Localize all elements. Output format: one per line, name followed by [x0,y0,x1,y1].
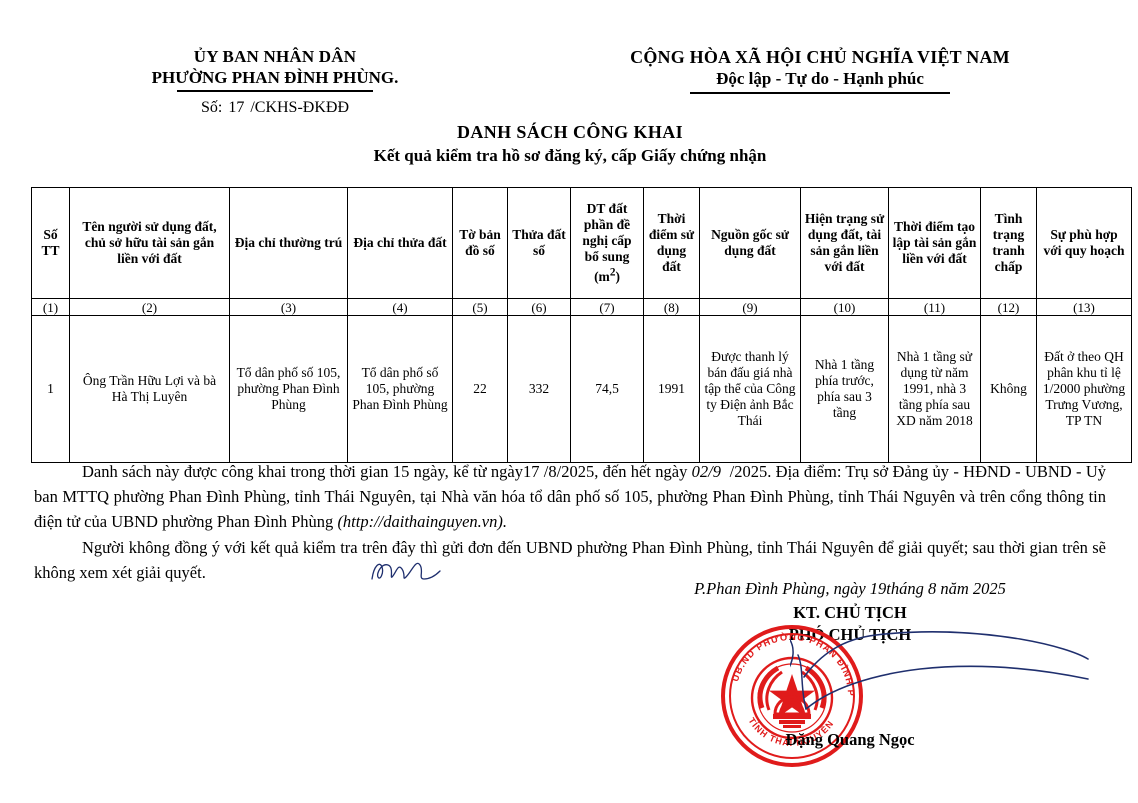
objection-paragraph: Người không đồng ý với kết quả kiểm tra … [34,535,1106,585]
national-heading-block: CỘNG HÒA XÃ HỘI CHỦ NGHĨA VIỆT NAM Độc l… [540,46,1100,94]
col-num-8: (8) [643,298,700,316]
disclosure-text-b: /8/2025, đến hết ngày [543,462,688,481]
page-title: DANH SÁCH CÔNG KHAI [456,122,684,142]
document-number-value: 17 [228,99,245,116]
col-num-11: (11) [888,298,981,316]
disclosure-text-c: /2025. Địa điểm: Trụ sở Đảng ủy - HĐND -… [34,462,1106,531]
authority-line-2-text: PHƯỜNG PHAN ĐÌNH PHÙNG. [151,68,399,87]
col-header-planning-conformity: Sự phù hợp với quy hoạch [1036,187,1132,299]
official-seal-icon: UB.ND PHƯỜNG PHAN ĐÌNH PHÙNG TỈNH THÁI N… [718,622,866,770]
cell-area-supplement: 74,5 [570,315,644,463]
disclosure-date-to: 02/9 [691,462,722,481]
signatory-name: Đặng Quang Ngọc [785,730,915,749]
issuing-authority-block: ỦY BAN NHÂN DÂN PHƯỜNG PHAN ĐÌNH PHÙNG. … [40,46,510,118]
document-number-suffix: /CKHS-ĐKĐĐ [250,99,349,116]
cell-dispute-status: Không [980,315,1037,463]
cell-stt: 1 [31,315,70,463]
col-header-landuser-name: Tên người sử dụng đất, chủ sở hữu tài sả… [69,187,230,299]
col-header-residence-address: Địa chỉ thường trú [229,187,348,299]
col-num-10: (10) [800,298,889,316]
col-num-12: (12) [980,298,1037,316]
inline-signature-mark [368,555,448,591]
public-list-table: Số TT Tên người sử dụng đất, chủ sở hữu … [31,187,1132,463]
objection-text: Người không đồng ý với kết quả kiểm tra … [34,538,1106,582]
col-num-2: (2) [69,298,230,316]
document-header: ỦY BAN NHÂN DÂN PHƯỜNG PHAN ĐÌNH PHÙNG. … [0,46,1138,156]
col-num-7: (7) [570,298,644,316]
col-header-current-status: Hiện trạng sử dụng đất, tài sản gắn liền… [800,187,889,299]
col-header-asset-created-time: Thời điểm tạo lập tài sản gắn liền với đ… [888,187,981,299]
col-header-map-sheet: Tờ bản đồ số [452,187,508,299]
col-header-use-start-time: Thời điểm sử dụng đất [643,187,700,299]
disclosure-text-a: Danh sách này được công khai trong thời … [82,462,523,481]
disclosure-portal-url: (http://daithainguyen.vn). [337,512,507,531]
table-header-row: Số TT Tên người sử dụng đất, chủ sở hữu … [31,187,1132,299]
cell-map-sheet: 22 [452,315,508,463]
signature-role-line-1: KT. CHỦ TỊCH [793,603,907,622]
cell-parcel-number: 332 [507,315,571,463]
col-num-9: (9) [699,298,801,316]
col-header-dispute-status: Tình trạng tranh chấp [980,187,1037,299]
col-header-parcel-number: Thửa đất số [507,187,571,299]
col-num-3: (3) [229,298,348,316]
disclosure-paragraph: Danh sách này được công khai trong thời … [34,459,1106,534]
national-motto-underline [690,92,950,94]
col-num-5: (5) [452,298,508,316]
document-number-label: Số: [200,99,223,116]
col-header-area-supplement-text: DT đất phần đề nghị cấp bổ sung (m2) [582,200,632,285]
signature-block: P.Phan Đình Phùng, ngày 19tháng 8 năm 20… [640,578,1060,749]
col-header-parcel-address: Địa chỉ thửa đất [347,187,453,299]
authority-line-2: PHƯỜNG PHAN ĐÌNH PHÙNG. [151,67,399,92]
document-title-block: DANH SÁCH CÔNG KHAI Kết quả kiểm tra hồ … [240,120,900,167]
document-number-line: Số: 17 /CKHS-ĐKĐĐ [40,98,510,118]
cell-parcel-address: Tổ dân phố số 105, phường Phan Đình Phùn… [347,315,453,463]
col-num-13: (13) [1036,298,1132,316]
handwritten-signature [785,625,1090,755]
col-header-area-supplement: DT đất phần đề nghị cấp bổ sung (m2) [570,187,644,299]
cell-current-status: Nhà 1 tầng phía trước, phía sau 3 tầng [800,315,889,463]
cell-planning-conformity: Đất ở theo QH phân khu tỉ lệ 1/2000 phườ… [1036,315,1132,463]
authority-underline [177,90,373,92]
public-list-table-wrapper: Số TT Tên người sử dụng đất, chủ sở hữu … [31,187,1132,463]
table-row: 1 Ông Trần Hữu Lợi và bà Hà Thị Luyên Tổ… [31,315,1132,463]
table-column-number-row: (1) (2) (3) (4) (5) (6) (7) (8) (9) (10)… [31,298,1132,316]
cell-residence-address: Tổ dân phố số 105, phường Phan Đình Phùn… [229,315,348,463]
national-motto-text: Độc lập - Tự do - Hạnh phúc [716,69,924,88]
signature-place-date: P.Phan Đình Phùng, ngày 19tháng 8 năm 20… [694,579,1006,598]
cell-land-origin: Được thanh lý bán đấu giá nhà tập thể củ… [699,315,801,463]
disclosure-date-from: 17 [522,462,540,481]
cell-landuser-name: Ông Trần Hữu Lợi và bà Hà Thị Luyên [69,315,230,463]
page-subtitle: Kết quả kiểm tra hồ sơ đăng ký, cấp Giấy… [373,146,767,165]
col-header-stt: Số TT [31,187,70,299]
col-num-1: (1) [31,298,70,316]
national-title: CỘNG HÒA XÃ HỘI CHỦ NGHĨA VIỆT NAM [630,47,1010,67]
col-header-land-origin: Nguồn gốc sử dụng đất [699,187,801,299]
col-num-6: (6) [507,298,571,316]
authority-line-1: ỦY BAN NHÂN DÂN [193,47,357,66]
col-num-4: (4) [347,298,453,316]
cell-use-start-time: 1991 [643,315,700,463]
national-motto: Độc lập - Tự do - Hạnh phúc [690,68,950,94]
cell-asset-created-time: Nhà 1 tầng sử dụng từ năm 1991, nhà 3 tầ… [888,315,981,463]
